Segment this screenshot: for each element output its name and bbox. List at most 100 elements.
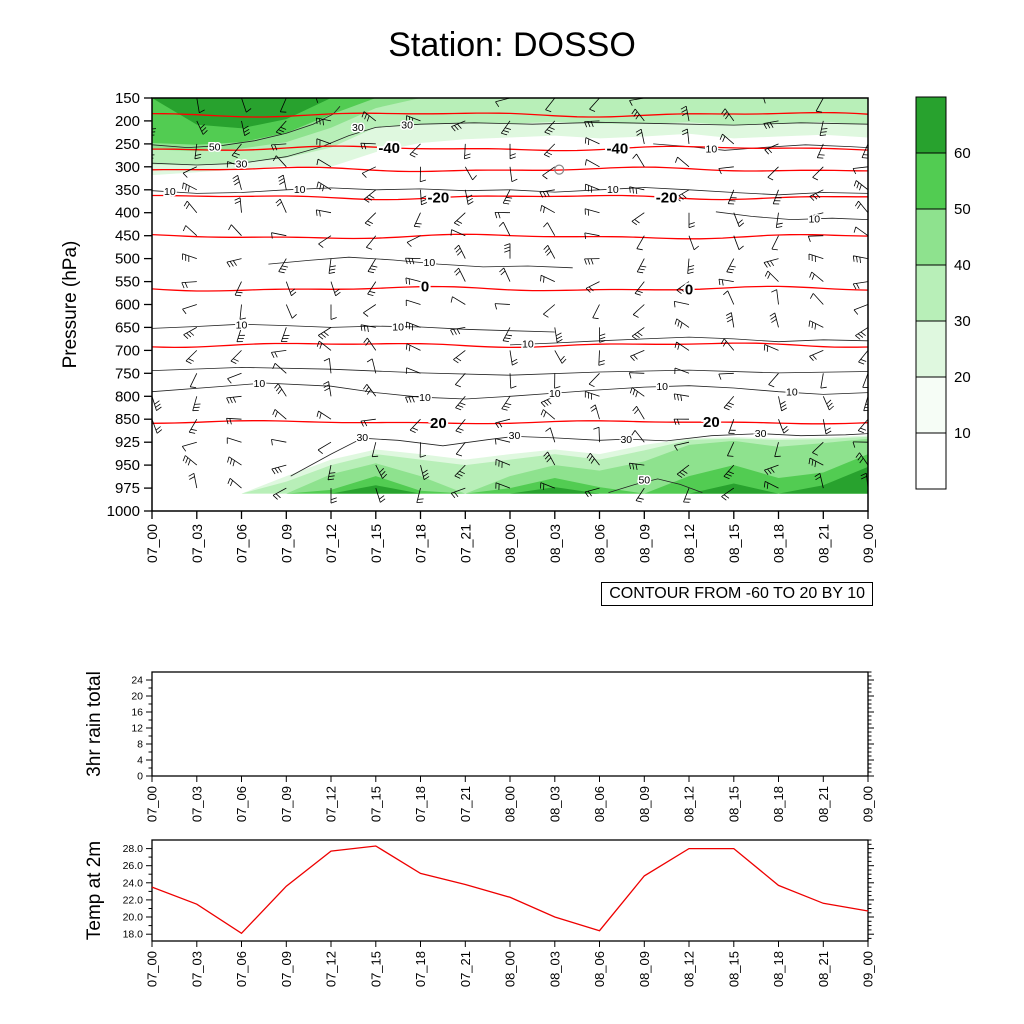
time-tick-label: 07_18	[413, 524, 429, 563]
time-tick-label: 08_12	[682, 951, 697, 987]
pressure-tick-label: 950	[115, 457, 140, 474]
svg-text:10: 10	[236, 320, 248, 332]
colorbar-tick-label: 10	[954, 425, 971, 442]
time-tick-label: 07_15	[368, 524, 384, 563]
time-tick-label: 07_12	[323, 524, 339, 563]
pressure-tick-label: 925	[115, 434, 140, 451]
time-tick-label: 08_09	[636, 524, 652, 563]
time-tick-label: 07_09	[278, 524, 294, 563]
time-tick-label: 07_12	[324, 951, 339, 987]
temp-chart: 18.0 20.0 22.0 24.0 26.0 28.0 07_00 07_03 07_06 0…	[84, 839, 876, 987]
page-title: Station: DOSSO	[388, 26, 636, 64]
pressure-tick-label: 300	[115, 159, 140, 176]
temp-tick-label: 18.0	[123, 929, 144, 941]
time-tick-label: 08_18	[771, 524, 787, 563]
svg-text:30: 30	[352, 122, 364, 134]
time-tick-label: 07_00	[145, 786, 160, 822]
time-tick-label: 07_21	[458, 951, 473, 987]
pressure-tick-label: 450	[115, 228, 140, 245]
time-tick-label: 08_12	[682, 786, 697, 822]
time-tick-label: 07_03	[189, 524, 205, 563]
svg-text:50: 50	[209, 142, 221, 154]
colorbar-tick-label: 20	[954, 369, 971, 386]
pressure-tick-label: 200	[115, 113, 140, 130]
rain-tick-label: 8	[137, 739, 143, 751]
time-tick-label: 07_06	[234, 786, 249, 822]
svg-text:10: 10	[164, 186, 176, 198]
time-tick-label: 08_06	[592, 951, 607, 987]
svg-text:10: 10	[808, 214, 820, 226]
time-tick-label: 07_15	[368, 951, 383, 987]
temp-tick-label: 24.0	[123, 877, 144, 889]
rain-tick-label: 16	[131, 707, 143, 719]
rain-tick-label: 4	[137, 755, 143, 767]
time-tick-label: 08_03	[547, 524, 563, 563]
time-tick-label: 08_00	[502, 524, 518, 563]
time-tick-label: 07_12	[324, 786, 339, 822]
pressure-tick-label: 250	[115, 136, 140, 153]
svg-text:10: 10	[424, 257, 436, 269]
rain-y-axis-title: 3hr rain total	[84, 671, 105, 777]
colorbar-tick-label: 50	[954, 201, 971, 218]
pressure-tick-label: 850	[115, 411, 140, 428]
time-tick-label: 07_06	[234, 524, 250, 563]
rain-tick-label: 0	[137, 771, 143, 783]
temp-tick-label: 20.0	[123, 912, 144, 924]
time-tick-label: 07_00	[144, 524, 160, 563]
temp-tick-label: 28.0	[123, 843, 144, 855]
svg-text:10: 10	[607, 184, 619, 196]
svg-text:30: 30	[356, 432, 368, 444]
time-tick-label: 08_21	[815, 524, 831, 563]
time-tick-label: 08_00	[503, 786, 518, 822]
svg-text:10: 10	[656, 381, 668, 393]
svg-text:-20: -20	[428, 190, 450, 207]
time-tick-label: 08_03	[547, 951, 562, 987]
svg-text:30: 30	[509, 430, 521, 442]
time-tick-label: 07_18	[413, 786, 428, 822]
time-tick-label: 07_00	[145, 951, 160, 987]
colorbar-tick-label: 40	[954, 257, 971, 274]
svg-text:0: 0	[421, 279, 429, 296]
svg-text:0: 0	[685, 282, 693, 299]
svg-text:10: 10	[706, 143, 718, 155]
time-tick-label: 08_21	[816, 951, 831, 987]
time-tick-label: 09_00	[860, 524, 876, 563]
section-axes: 1502002503003504004505005506006507007508…	[60, 90, 876, 563]
time-tick-label: 07_09	[279, 786, 294, 822]
time-tick-label: 08_03	[547, 786, 562, 822]
pressure-tick-label: 650	[115, 319, 140, 336]
time-tick-label: 08_06	[592, 786, 607, 822]
svg-text:10: 10	[786, 387, 798, 399]
rain-tick-label: 20	[131, 691, 143, 703]
rain-tick-label: 12	[131, 723, 143, 735]
svg-text:10: 10	[254, 378, 266, 390]
time-tick-label: 07_03	[189, 786, 204, 822]
svg-text:-40: -40	[378, 140, 400, 157]
time-tick-label: 07_06	[234, 951, 249, 987]
time-tick-label: 07_18	[413, 951, 428, 987]
pressure-tick-label: 700	[115, 342, 140, 359]
svg-text:30: 30	[236, 159, 248, 171]
time-tick-label: 07_21	[458, 786, 473, 822]
time-tick-label: 09_00	[861, 786, 876, 822]
svg-text:30: 30	[401, 120, 413, 132]
temp-tick-label: 22.0	[123, 894, 144, 906]
time-tick-label: 08_09	[637, 786, 652, 822]
svg-text:50: 50	[638, 474, 650, 486]
time-tick-label: 08_09	[637, 951, 652, 987]
section-plot-content: 30 30 30 50 10 10 10 10 10 10 10 10 10 10 10 10 10 10 30 30…	[152, 98, 868, 504]
svg-text:10: 10	[392, 322, 404, 334]
temp-series	[151, 845, 869, 935]
temp-y-axis-title: Temp at 2m	[84, 841, 105, 940]
time-tick-label: 08_00	[503, 951, 518, 987]
svg-text:-20: -20	[656, 189, 678, 206]
time-tick-label: 07_09	[279, 951, 294, 987]
rain-chart: 0 4 8 12 16 20 24 07_00 07_03 07_06 07_09 07_12 07_1…	[84, 671, 876, 822]
calm-wind-marker	[554, 164, 565, 175]
svg-text:30: 30	[755, 428, 767, 440]
pressure-tick-label: 975	[115, 480, 140, 497]
contour-note: CONTOUR FROM -60 TO 20 BY 10	[601, 582, 873, 606]
time-tick-label: 08_15	[726, 524, 742, 563]
